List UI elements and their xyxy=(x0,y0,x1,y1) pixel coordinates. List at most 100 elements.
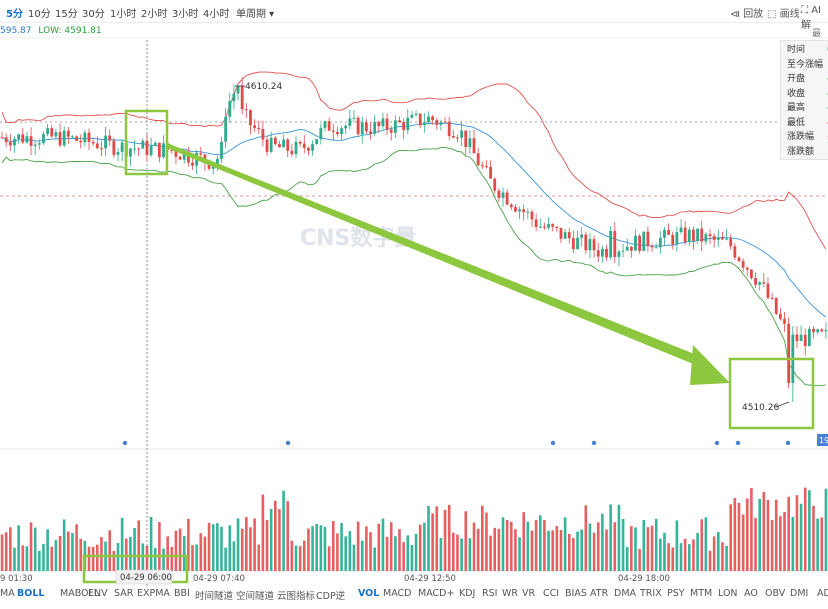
volume-bar xyxy=(414,533,418,571)
indicator-tab-28[interactable]: DMI xyxy=(790,588,809,599)
candle xyxy=(402,118,406,139)
event-marker[interactable] xyxy=(550,440,556,446)
volume-bar xyxy=(663,532,666,571)
indicator-tab-13[interactable]: MACD+ xyxy=(418,588,455,599)
volume-bar xyxy=(509,521,513,571)
indicator-tab-24[interactable]: MTM xyxy=(690,588,713,599)
event-marker[interactable] xyxy=(122,440,128,446)
candle xyxy=(224,108,228,149)
volume-bar xyxy=(667,543,670,571)
volume-bar xyxy=(17,525,20,571)
event-marker[interactable] xyxy=(785,440,791,446)
indicator-tab-5[interactable]: EXPMA xyxy=(137,588,170,599)
timeframe-tab[interactable]: 4小时 xyxy=(203,9,230,20)
candle xyxy=(211,165,215,175)
candle xyxy=(25,131,29,145)
indicator-tab-18[interactable]: CCI xyxy=(543,588,560,599)
candle xyxy=(373,115,377,137)
volume-bar xyxy=(741,514,745,571)
indicator-tab-22[interactable]: TRIX xyxy=(640,588,662,599)
indicator-tab-19[interactable]: BIAS xyxy=(565,588,587,599)
timeframe-tab[interactable]: 30分 xyxy=(82,9,105,20)
timeframe-tab[interactable]: 3小时 xyxy=(172,9,199,20)
indicator-tab-10[interactable]: CDP逆 xyxy=(316,591,346,602)
timeframe-tab[interactable]: 单周期 ▾ xyxy=(236,9,275,20)
volume-bar xyxy=(145,545,149,571)
indicator-tab-29[interactable]: AD xyxy=(817,588,828,599)
draw-line-button[interactable]: ⬚ 画线 xyxy=(767,9,800,20)
indicator-tab-21[interactable]: DMA xyxy=(614,588,637,599)
volume-bar xyxy=(547,530,550,571)
timeframe-tab[interactable]: 1小时 xyxy=(110,9,137,20)
indicator-tab-6[interactable]: BBI xyxy=(174,588,190,599)
volume-bar xyxy=(129,536,132,571)
indicator-tab-12[interactable]: MACD xyxy=(383,588,412,599)
indicator-tab-7[interactable]: 时间隧道 xyxy=(195,591,234,602)
candle xyxy=(530,209,534,227)
candle xyxy=(704,232,708,245)
replay-button[interactable]: ⧏ 回放 xyxy=(730,9,764,20)
info-row: 涨跌额 xyxy=(787,145,828,160)
indicator-tab-20[interactable]: ATR xyxy=(590,588,609,599)
event-marker[interactable] xyxy=(285,440,291,446)
candle xyxy=(294,136,298,158)
indicator-tab-25[interactable]: LON xyxy=(718,588,738,599)
indicator-tab-0[interactable]: MA xyxy=(0,588,15,599)
candle xyxy=(311,140,314,156)
axis-tag-label: 19 xyxy=(819,436,828,445)
volume-bar xyxy=(302,540,306,571)
volume-bar xyxy=(423,522,426,571)
volume-bar xyxy=(199,533,203,571)
indicator-tab-11[interactable]: VOL xyxy=(358,588,380,599)
volume-bar xyxy=(290,540,294,571)
event-marker[interactable] xyxy=(591,440,597,446)
volume-bar xyxy=(431,513,434,571)
candle xyxy=(323,120,327,132)
timeframe-tab[interactable]: 5分 xyxy=(6,9,23,20)
timeframe-tab[interactable]: 2小时 xyxy=(141,9,168,20)
indicator-tab-9[interactable]: 云图指标 xyxy=(277,591,316,602)
indicator-tab-4[interactable]: SAR xyxy=(114,588,134,599)
volume-bar xyxy=(700,519,704,571)
volume-bar xyxy=(774,499,778,571)
candle xyxy=(559,228,563,244)
candle xyxy=(638,233,642,254)
event-marker[interactable] xyxy=(735,440,741,446)
timeframe-tab[interactable]: 15分 xyxy=(55,9,78,20)
candle xyxy=(538,218,542,229)
candle xyxy=(472,129,476,154)
candle xyxy=(71,135,74,139)
event-marker[interactable] xyxy=(714,440,720,446)
indicator-tab-8[interactable]: 空间隧道 xyxy=(236,591,275,602)
indicator-tab-15[interactable]: RSI xyxy=(482,588,498,599)
candle xyxy=(605,244,608,261)
candle xyxy=(278,141,281,148)
indicator-tab-16[interactable]: WR xyxy=(502,588,518,599)
ai-button[interactable]: ⛶ AI解 xyxy=(801,5,821,31)
indicator-tab-14[interactable]: KDJ xyxy=(459,588,476,599)
volume-bar xyxy=(605,529,608,571)
candle xyxy=(774,297,778,316)
volume-bar xyxy=(38,550,41,571)
candle xyxy=(220,136,223,164)
info-label: 时间 xyxy=(787,45,806,55)
indicator-tab-2[interactable]: MABOLL xyxy=(60,588,100,599)
info-label: 涨跌额 xyxy=(787,146,815,157)
candle xyxy=(307,146,310,156)
volume-bar xyxy=(427,505,430,571)
candle xyxy=(133,140,136,155)
x-axis-ticks: 9 01:30 04-29 07:40 04-29 12:50 04-29 18:00 xyxy=(0,574,670,584)
timeframe-tab[interactable]: 10分 xyxy=(28,9,51,20)
candle xyxy=(13,136,16,153)
indicator-tab-27[interactable]: OBV xyxy=(765,588,786,599)
volume-bar xyxy=(211,524,215,571)
candle xyxy=(737,256,741,263)
indicator-tab-17[interactable]: VR xyxy=(522,588,536,599)
indicator-tab-23[interactable]: PSY xyxy=(667,588,685,599)
indicator-tab-3[interactable]: ENV xyxy=(88,588,108,599)
candle xyxy=(447,117,451,141)
candle xyxy=(112,137,116,159)
indicator-tab-1[interactable]: BOLL xyxy=(17,588,45,599)
indicator-tab-26[interactable]: AO xyxy=(744,588,758,599)
